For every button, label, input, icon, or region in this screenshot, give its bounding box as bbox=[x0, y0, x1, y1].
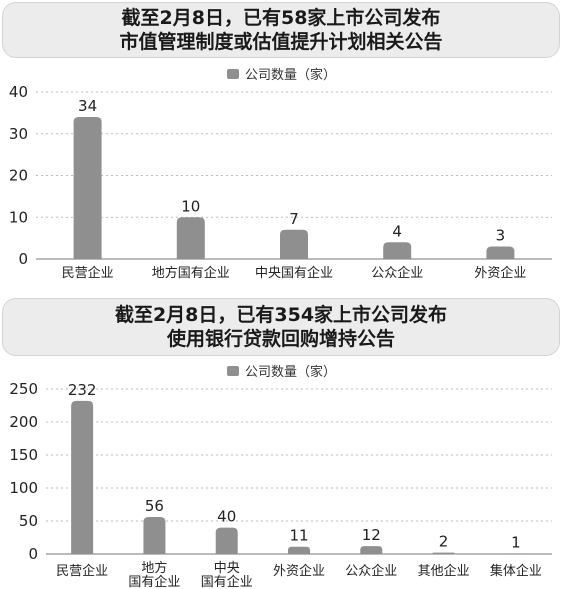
chart-1-legend-label: 公司数量（家） bbox=[245, 67, 336, 83]
chart-1-y-tick-label: 10 bbox=[9, 208, 28, 226]
chart-2-category-label: 地方 bbox=[141, 560, 167, 576]
chart-1-legend-swatch bbox=[227, 69, 239, 79]
chart-2-y-tick-label: 0 bbox=[28, 545, 38, 563]
chart-2-y-tick-label: 250 bbox=[9, 380, 38, 398]
chart-2-bar bbox=[432, 552, 455, 554]
chart-2-category-label: 公众企业 bbox=[345, 563, 397, 579]
chart-2-category-label: 国有企业 bbox=[128, 574, 180, 589]
chart-1-y-tick-label: 0 bbox=[18, 250, 28, 268]
chart-2-value-label: 12 bbox=[362, 526, 381, 544]
chart-1-bar bbox=[280, 229, 308, 259]
chart-2-y-tick-label: 150 bbox=[9, 446, 38, 464]
chart-1-y-tick-label: 20 bbox=[9, 167, 28, 185]
chart-2-category-label: 其他企业 bbox=[418, 563, 470, 579]
chart-2-value-label: 11 bbox=[289, 527, 308, 545]
chart-1-legend: 公司数量（家） bbox=[227, 67, 336, 83]
chart-1-value-label: 7 bbox=[289, 210, 299, 228]
chart-1-category-label: 地方国有企业 bbox=[152, 265, 230, 281]
chart-2-category-label: 中央 bbox=[214, 561, 240, 576]
chart-1-value-label: 34 bbox=[78, 97, 97, 115]
chart-2-value-label: 56 bbox=[145, 497, 164, 515]
chart-2-y-tick-label: 100 bbox=[9, 479, 38, 497]
chart-2-bar bbox=[504, 553, 527, 554]
chart-2-legend-swatch bbox=[227, 366, 239, 376]
chart-1-svg: 公司数量（家） 0 10 20 30 40 34 民营企业 10 地方国有企业 7 中央国有企业 4 公众… bbox=[9, 67, 552, 281]
chart-1-bar bbox=[486, 246, 515, 259]
chart-2-bar bbox=[215, 527, 238, 554]
chart-1-value-label: 4 bbox=[392, 222, 402, 240]
chart-2-bar bbox=[71, 400, 94, 554]
chart-2-category-label: 集体企业 bbox=[490, 563, 542, 579]
chart-2-legend: 公司数量（家） bbox=[227, 364, 336, 380]
chart-1-bar bbox=[176, 217, 205, 259]
chart-2-value-label: 40 bbox=[217, 508, 236, 526]
chart-1-y-tick-label: 30 bbox=[9, 125, 28, 143]
chart-1-category-label: 外资企业 bbox=[474, 265, 526, 281]
chart-2-category-label: 国有企业 bbox=[201, 574, 253, 589]
chart-2-value-label: 2 bbox=[439, 533, 449, 551]
chart-2-legend-label: 公司数量（家） bbox=[245, 364, 336, 380]
chart-2-title-line-2: 使用银行贷款回购增持公告 bbox=[166, 328, 395, 350]
chart-1-title-line-2: 市值管理制度或估值提升计划相关公告 bbox=[119, 31, 443, 53]
chart-2-value-label: 1 bbox=[511, 533, 521, 551]
chart-2-title-line-1: 截至2月8日，已有354家上市公司发布 bbox=[114, 304, 448, 326]
chart-2-bar bbox=[143, 517, 166, 554]
chart-1-category-label: 公众企业 bbox=[371, 265, 423, 281]
chart-2-bar bbox=[360, 546, 383, 554]
chart-1-category-label: 中央国有企业 bbox=[255, 265, 333, 281]
chart-2-bar bbox=[288, 546, 310, 554]
chart-1-title-line-1: 截至2月8日，已有58家上市公司发布 bbox=[121, 7, 441, 29]
chart-1-title: 截至2月8日，已有58家上市公司发布 市值管理制度或估值提升计划相关公告 bbox=[2, 2, 560, 58]
chart-2-y-tick-label: 200 bbox=[9, 413, 38, 431]
chart-1-category-label: 民营企业 bbox=[62, 265, 114, 281]
chart-1-bar bbox=[73, 117, 102, 259]
chart-1-y-tick-label: 40 bbox=[9, 83, 28, 101]
chart-2-category-label: 外资企业 bbox=[273, 563, 325, 579]
chart-1-value-label: 10 bbox=[181, 197, 200, 215]
chart-2-value-label: 232 bbox=[68, 381, 97, 399]
chart-2-title: 截至2月8日，已有354家上市公司发布 使用银行贷款回购增持公告 bbox=[2, 298, 560, 356]
chart-2-y-tick-label: 50 bbox=[19, 512, 38, 530]
chart-2-category-label: 民营企业 bbox=[56, 563, 108, 579]
chart-1-value-label: 3 bbox=[496, 226, 506, 244]
chart-1-bar bbox=[383, 242, 412, 259]
